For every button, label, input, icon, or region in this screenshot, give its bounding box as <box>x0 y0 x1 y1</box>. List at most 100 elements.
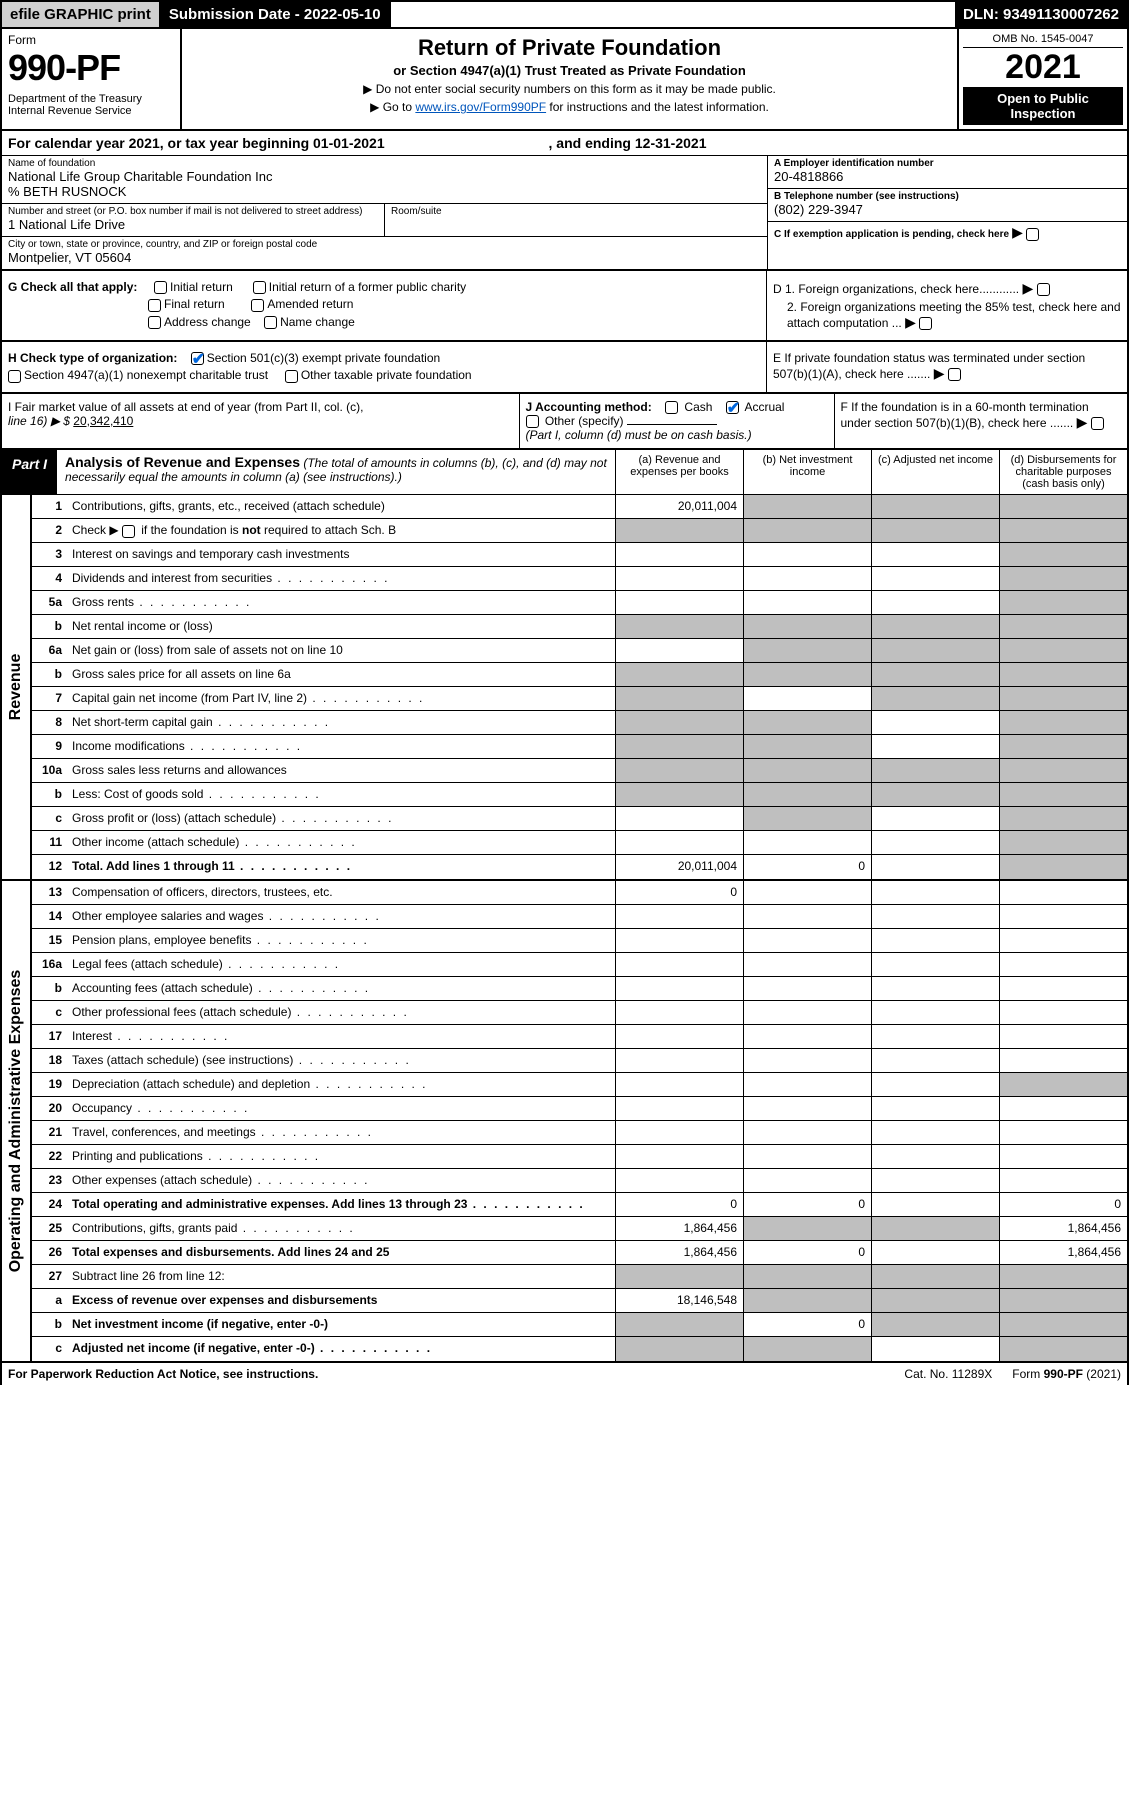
f-checkbox[interactable] <box>1091 417 1104 430</box>
fmv-value: 20,342,410 <box>73 414 133 428</box>
j-section: J Accounting method: Cash Accrual Other … <box>520 394 835 449</box>
g-section: G Check all that apply: Initial return I… <box>2 271 767 340</box>
d1-checkbox[interactable] <box>1037 283 1050 296</box>
subdate-value: 2022-05-10 <box>304 6 381 23</box>
final-return-checkbox[interactable] <box>148 299 161 312</box>
table-row: 27Subtract line 26 from line 12: <box>32 1265 1127 1289</box>
table-row: cAdjusted net income (if negative, enter… <box>32 1337 1127 1361</box>
dept-treasury: Department of the Treasury Internal Reve… <box>8 93 174 117</box>
ein-cell: A Employer identification number 20-4818… <box>768 156 1127 189</box>
d1-label: D 1. Foreign organizations, check here..… <box>773 282 1019 296</box>
phone-label: B Telephone number (see instructions) <box>774 191 1121 202</box>
j-label: J Accounting method: <box>526 400 652 414</box>
table-row: 1Contributions, gifts, grants, etc., rec… <box>32 495 1127 519</box>
dln: DLN: 93491130007262 <box>955 2 1127 27</box>
room-label: Room/suite <box>391 206 761 217</box>
foundation-name-cell: Name of foundation National Life Group C… <box>2 156 767 204</box>
calyear-end: 12-31-2021 <box>635 135 707 151</box>
col-b-header: (b) Net investment income <box>743 450 871 494</box>
table-row: cOther professional fees (attach schedul… <box>32 1001 1127 1025</box>
efile-print-button[interactable]: efile GRAPHIC print <box>2 2 161 27</box>
f-section: F If the foundation is in a 60-month ter… <box>835 394 1128 449</box>
initial-former-label: Initial return of a former public charit… <box>269 280 466 294</box>
inst-1: ▶ Do not enter social security numbers o… <box>188 82 951 96</box>
form-subtitle: or Section 4947(a)(1) Trust Treated as P… <box>188 63 951 78</box>
dln-value: 93491130007262 <box>1003 6 1119 23</box>
table-row: 5aGross rents <box>32 591 1127 615</box>
table-row: 6aNet gain or (loss) from sale of assets… <box>32 639 1127 663</box>
table-row: 25Contributions, gifts, grants paid1,864… <box>32 1217 1127 1241</box>
h-label: H Check type of organization: <box>8 351 177 365</box>
other-taxable-checkbox[interactable] <box>285 370 298 383</box>
form-number: 990-PF <box>8 47 174 89</box>
tax-year: 2021 <box>963 48 1123 87</box>
care-of: % BETH RUSNOCK <box>8 184 761 199</box>
exemption-checkbox[interactable] <box>1026 228 1039 241</box>
cash-checkbox[interactable] <box>665 401 678 414</box>
col-c-header: (c) Adjusted net income <box>871 450 999 494</box>
arrow-icon: ▶ <box>905 314 916 330</box>
table-row: 16aLegal fees (attach schedule) <box>32 953 1127 977</box>
footer: For Paperwork Reduction Act Notice, see … <box>0 1363 1129 1385</box>
table-row: 4Dividends and interest from securities <box>32 567 1127 591</box>
initial-former-checkbox[interactable] <box>253 281 266 294</box>
initial-return-checkbox[interactable] <box>154 281 167 294</box>
d2-checkbox[interactable] <box>919 317 932 330</box>
inst-2: ▶ Go to www.irs.gov/Form990PF for instru… <box>188 100 951 114</box>
foundation-name: National Life Group Charitable Foundatio… <box>8 169 761 184</box>
ein-value: 20-4818866 <box>774 169 1121 184</box>
inst2-pre: ▶ Go to <box>370 100 415 114</box>
table-row: bGross sales price for all assets on lin… <box>32 663 1127 687</box>
inst2-post: for instructions and the latest informat… <box>546 100 769 114</box>
i-label: I Fair market value of all assets at end… <box>8 400 363 414</box>
irs-link[interactable]: www.irs.gov/Form990PF <box>415 100 546 114</box>
table-row: 24Total operating and administrative exp… <box>32 1193 1127 1217</box>
table-row: 14Other employee salaries and wages <box>32 905 1127 929</box>
4947-label: Section 4947(a)(1) nonexempt charitable … <box>24 368 268 382</box>
table-row: 23Other expenses (attach schedule) <box>32 1169 1127 1193</box>
table-row: bAccounting fees (attach schedule) <box>32 977 1127 1001</box>
e-label: E If private foundation status was termi… <box>773 351 1085 381</box>
r2-text: Check ▶ <box>72 523 122 537</box>
table-row: 11Other income (attach schedule) <box>32 831 1127 855</box>
table-row: 26Total expenses and disbursements. Add … <box>32 1241 1127 1265</box>
name-label: Name of foundation <box>8 158 761 169</box>
part1-title: Analysis of Revenue and Expenses <box>65 454 300 470</box>
table-row: 7Capital gain net income (from Part IV, … <box>32 687 1127 711</box>
table-row: 17Interest <box>32 1025 1127 1049</box>
other-method-checkbox[interactable] <box>526 415 539 428</box>
column-headers: (a) Revenue and expenses per books (b) N… <box>615 450 1127 494</box>
amended-return-checkbox[interactable] <box>251 299 264 312</box>
subdate-label: Submission Date - <box>169 6 304 23</box>
table-row: 15Pension plans, employee benefits <box>32 929 1127 953</box>
open-to-public: Open to Public Inspection <box>963 87 1123 125</box>
calyear-begin: 01-01-2021 <box>313 135 385 151</box>
arrow-icon: ▶ <box>1077 414 1088 430</box>
street-address: 1 National Life Drive <box>8 217 378 232</box>
table-row: 21Travel, conferences, and meetings <box>32 1121 1127 1145</box>
exemption-label: C If exemption application is pending, c… <box>774 229 1009 240</box>
arrow-icon: ▶ <box>934 365 945 381</box>
table-row: 18Taxes (attach schedule) (see instructi… <box>32 1049 1127 1073</box>
name-change-checkbox[interactable] <box>264 316 277 329</box>
header-left: Form 990-PF Department of the Treasury I… <box>2 29 182 129</box>
accrual-checkbox[interactable] <box>726 401 739 414</box>
4947-checkbox[interactable] <box>8 370 21 383</box>
cash-label: Cash <box>684 400 712 414</box>
table-row: aExcess of revenue over expenses and dis… <box>32 1289 1127 1313</box>
address-change-checkbox[interactable] <box>148 316 161 329</box>
expense-rows: 13Compensation of officers, directors, t… <box>32 881 1127 1361</box>
amended-return-label: Amended return <box>267 297 353 311</box>
table-row: 12Total. Add lines 1 through 1120,011,00… <box>32 855 1127 879</box>
501c3-checkbox[interactable] <box>191 352 204 365</box>
e-section: E If private foundation status was termi… <box>767 342 1127 392</box>
e-checkbox[interactable] <box>948 368 961 381</box>
schb-checkbox[interactable] <box>122 525 135 538</box>
top-bar: efile GRAPHIC print Submission Date - 20… <box>0 0 1129 29</box>
city-label: City or town, state or province, country… <box>8 239 761 250</box>
other-method-label: Other (specify) <box>545 414 624 428</box>
cat-number: Cat. No. 11289X <box>904 1367 992 1381</box>
g-d-block: G Check all that apply: Initial return I… <box>0 271 1129 342</box>
dln-label: DLN: <box>963 6 1003 23</box>
name-change-label: Name change <box>280 315 355 329</box>
